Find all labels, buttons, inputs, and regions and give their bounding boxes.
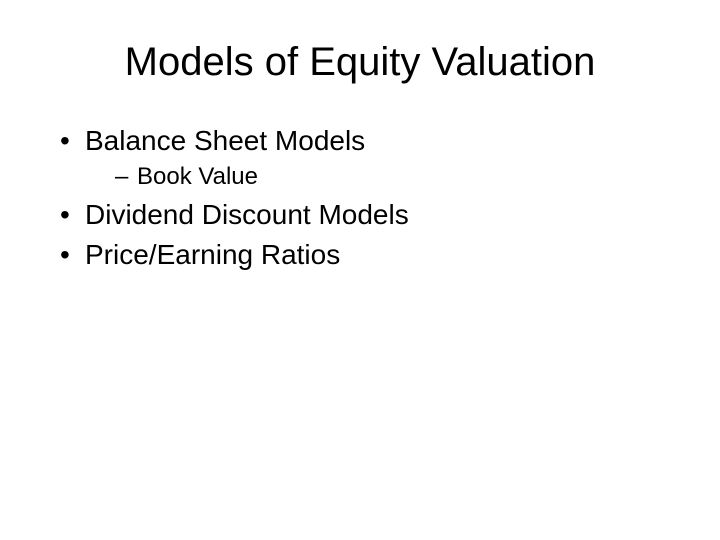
sub-item-1: Book Value — [115, 163, 670, 191]
bullet-text-2: Dividend Discount Models — [85, 199, 409, 230]
bullet-text-3: Price/Earning Ratios — [85, 239, 340, 270]
bullet-list: Balance Sheet Models Book Value Dividend… — [50, 125, 670, 271]
bullet-item-3: Price/Earning Ratios — [60, 239, 670, 271]
sub-text-1: Book Value — [137, 163, 258, 190]
sub-list-1: Book Value — [85, 163, 670, 191]
bullet-text-1: Balance Sheet Models — [85, 125, 365, 156]
bullet-item-1: Balance Sheet Models Book Value — [60, 125, 670, 191]
bullet-item-2: Dividend Discount Models — [60, 199, 670, 231]
slide-title: Models of Equity Valuation — [50, 40, 670, 85]
